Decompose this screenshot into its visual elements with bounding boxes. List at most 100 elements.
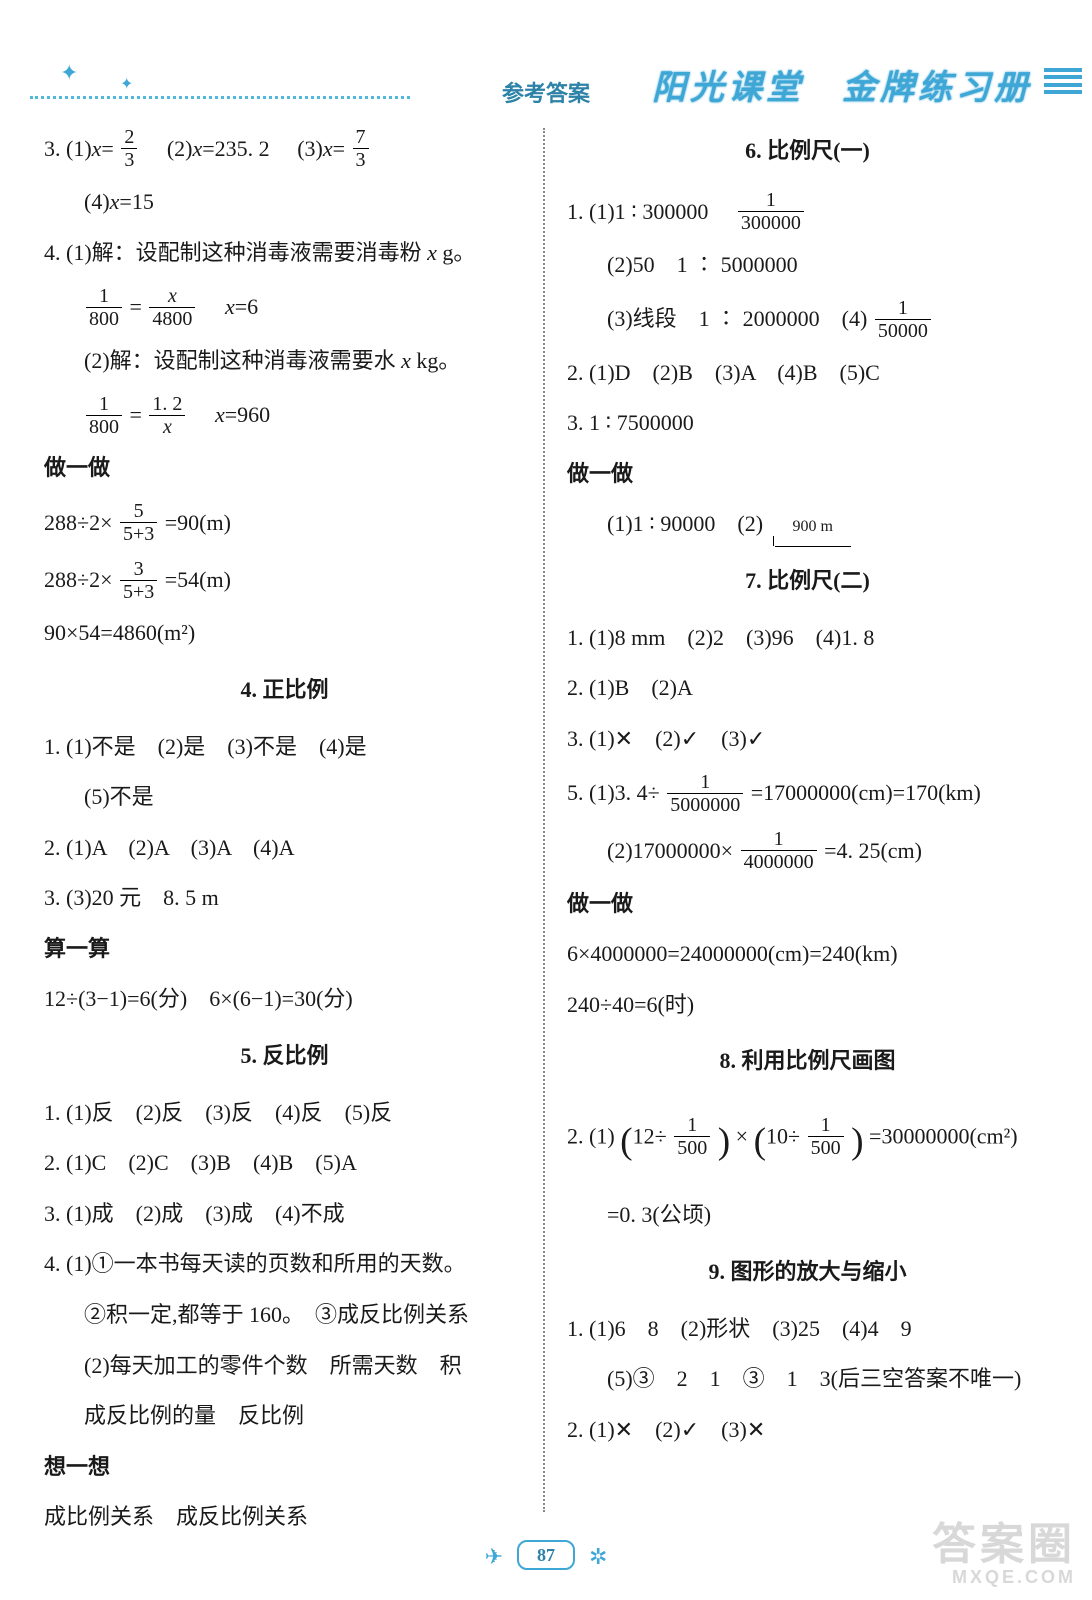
bird-icon-2: ✦ [120,74,133,94]
num: 1 [667,771,743,794]
s9-1: 1. (1)6 8 (2)形状 (3)25 (4)4 9 [567,1304,1048,1355]
den: 3 [353,149,369,171]
s6-1a: 1. (1)1 ∶ 300000 1300000 [567,183,1048,240]
t: (3) [275,136,323,161]
num: 1 [86,393,122,416]
s4-3: 3. (3)20 元 8. 5 m [44,873,525,924]
s5-1: 1. (1)反 (2)反 (3)反 (4)反 (5)反 [44,1088,525,1139]
s7-5b: (2)17000000× 14000000 =4. 25(cm) [567,822,1048,879]
t: (2) [145,136,193,161]
page-footer: ✈ 87 ✲ [0,1540,1092,1570]
t: 1. (1)1 ∶ 300000 [567,199,730,224]
s7-z1: 6×4000000=24000000(cm)=240(km) [567,929,1048,980]
section-5-title: 5. 反比例 [44,1031,525,1082]
q4-1: 4. (1)解：设配制这种消毒液需要消毒粉 x g。 [44,228,525,279]
q3-line1: 3. (1)x= 23 (2)x=235. 2 (3)x= 73 [44,120,525,177]
xiangyixiang: 想一想 [44,1442,525,1493]
num: 2 [121,126,137,149]
left-column: 3. (1)x= 23 (2)x=235. 2 (3)x= 73 (4)x=15… [30,120,543,1520]
header-center-title: 参考答案 [502,76,590,108]
t: (3)线段 1 ∶ 2000000 (4) [607,306,867,331]
s6-3: 3. 1 ∶ 7500000 [567,398,1048,449]
suanyisuan: 算一算 [44,924,525,975]
t: × [736,1124,748,1149]
bird-icon: ✦ [60,60,78,86]
q4-2: (2)解：设配制这种消毒液需要水 x kg。 [44,336,525,387]
s7-2: 2. (1)B (2)A [567,663,1048,714]
den: 5+3 [120,581,157,603]
t [203,294,225,319]
t: (1)1 ∶ 90000 (2) [607,511,763,536]
section-8-title: 8. 利用比例尺画图 [567,1036,1048,1087]
den: 4800 [149,308,195,330]
z1: 288÷2× 55+3 =90(m) [44,494,525,551]
s4-1b: (5)不是 [44,772,525,823]
den: 50000 [875,320,931,342]
watermark-line2: MXQE.COM [932,1567,1076,1588]
s5-3: 3. (1)成 (2)成 (3)成 (4)不成 [44,1189,525,1240]
s7-z2: 240÷40=6(时) [567,980,1048,1031]
num: 1. 2 [149,393,185,416]
den: 800 [86,308,122,330]
z2: 288÷2× 35+3 =54(m) [44,551,525,608]
zuoyizuo-2: 做一做 [567,449,1048,500]
s5-4d: 成反比例的量 反比例 [44,1391,525,1442]
xyx-1: 成比例关系 成反比例关系 [44,1492,525,1543]
t: 10÷ [766,1124,800,1149]
page-number: 87 [517,1540,575,1570]
den: 300000 [738,212,804,234]
t: =15 [119,189,153,214]
s6-1b: (2)50 1 ∶ 5000000 [567,240,1048,291]
num: 5 [120,500,157,523]
t: =17000000(cm)=170(km) [751,780,981,805]
den: 800 [86,416,122,438]
z3: 90×54=4860(m²) [44,608,525,659]
section-9-title: 9. 图形的放大与缩小 [567,1247,1048,1298]
footer-deco-right: ✲ [589,1544,607,1569]
t: (2)解：设配制这种消毒液需要水 [84,348,401,373]
t: 12÷ [633,1124,667,1149]
q4-eq2: 1800 = 1. 2x x=960 [44,386,525,443]
s4-1: 1. (1)不是 (2)是 (3)不是 (4)是 [44,722,525,773]
den: 5+3 [120,523,157,545]
t: 5. (1)3. 4÷ [567,780,660,805]
num: 1 [808,1114,844,1137]
den: 500 [808,1137,844,1159]
s5-4b: ②积一定,都等于 160。 ③成反比例关系 [44,1290,525,1341]
den: 5000000 [667,794,743,816]
t: 2. (1) [567,1124,615,1149]
t: =90(m) [165,510,231,535]
page-header: ✦ ✦ 参考答案 阳光课堂 金牌练习册 [0,0,1092,110]
footer-deco-left: ✈ [485,1544,503,1569]
den: 500 [674,1137,710,1159]
t [193,402,215,427]
t: g。 [437,240,476,265]
num: x [149,285,195,308]
s7-3: 3. (1)✕ (2)✓ (3)✓ [567,714,1048,765]
num: 1 [674,1114,710,1137]
section-6-title: 6. 比例尺(一) [567,126,1048,177]
s5-4c: (2)每天加工的零件个数 所需天数 积 [44,1341,525,1392]
s9-2: 2. (1)✕ (2)✓ (3)✕ [567,1405,1048,1456]
den: 4000000 [741,851,817,873]
t: =4. 25(cm) [824,838,922,863]
den: x [149,416,185,438]
num: 3 [120,558,157,581]
t: 288÷2× [44,510,112,535]
s5-4a: 4. (1)①一本书每天读的页数和所用的天数。 [44,1239,525,1290]
num: 1 [741,828,817,851]
watermark: 答案圈 MXQE.COM [932,1523,1076,1588]
section-7-title: 7. 比例尺(二) [567,556,1048,607]
s7-1: 1. (1)8 mm (2)2 (3)96 (4)1. 8 [567,613,1048,664]
t: = [101,136,113,161]
content-area: 3. (1)x= 23 (2)x=235. 2 (3)x= 73 (4)x=15… [30,120,1062,1520]
s6-z: (1)1 ∶ 90000 (2) 900 m [567,499,1048,550]
t: (2)17000000× [607,838,733,863]
segment-900m: 900 m [775,509,851,547]
t: 288÷2× [44,567,112,592]
t: (4) [84,189,110,214]
q4-eq1: 1800 = x4800 x=6 [44,278,525,335]
s7-5a: 5. (1)3. 4÷ 15000000 =17000000(cm)=170(k… [567,764,1048,821]
s8-2a: 2. (1) (12÷ 1500 ) × (10÷ 1500 ) =300000… [567,1093,1048,1190]
section-4-title: 4. 正比例 [44,665,525,716]
